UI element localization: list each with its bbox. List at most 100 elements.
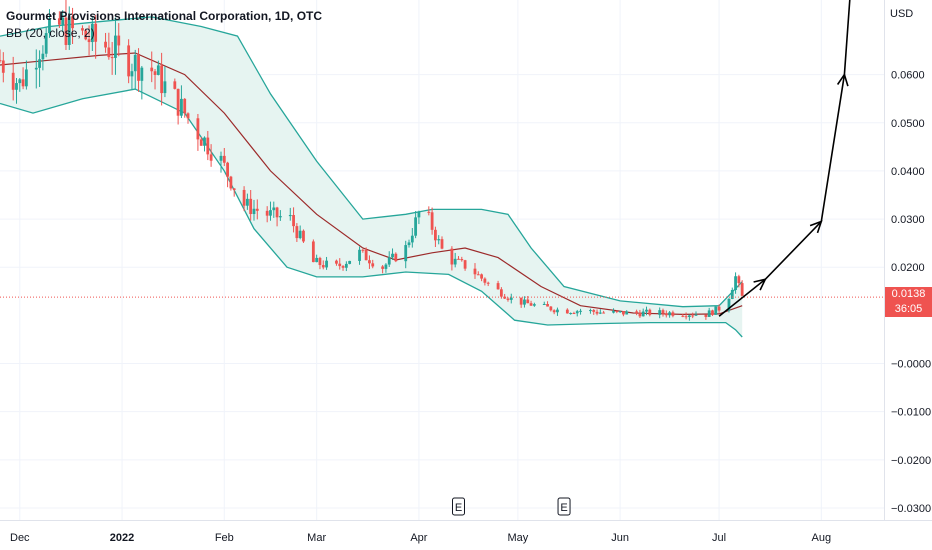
candle-body xyxy=(130,71,134,77)
candle-body xyxy=(473,268,477,275)
candle-body xyxy=(394,253,398,262)
candle-body xyxy=(41,53,45,60)
candle-body xyxy=(575,311,579,314)
candle-body xyxy=(711,310,714,315)
candle-body xyxy=(440,239,444,249)
currency-label: USD xyxy=(890,8,913,20)
candle-body xyxy=(269,210,272,216)
candle-body xyxy=(110,57,114,59)
candle-body xyxy=(209,154,213,161)
candle-body xyxy=(595,311,599,314)
candle-body xyxy=(315,257,319,263)
candle-body xyxy=(173,81,177,89)
candle-body xyxy=(598,312,602,314)
candle-body xyxy=(57,18,61,25)
candle-body xyxy=(183,98,187,114)
candle-body xyxy=(163,81,167,94)
candle-body xyxy=(661,310,665,314)
candle-body xyxy=(592,310,596,312)
candle-body xyxy=(150,67,154,72)
price-axis[interactable]: 0.0600 0.0500 0.0400 0.0300 0.0200 −0.0000 −0.… xyxy=(891,70,931,515)
time-tick-label: Jun xyxy=(611,532,629,544)
candle-body xyxy=(526,299,530,304)
candle-body xyxy=(203,137,206,146)
candle-body xyxy=(671,312,675,316)
last-price-value: 0.0138 xyxy=(891,288,926,301)
candle-body xyxy=(658,310,662,315)
candle-body xyxy=(681,315,685,317)
candle-body xyxy=(295,226,299,239)
candle-body xyxy=(734,276,737,290)
candle-body xyxy=(133,54,137,72)
price-tick-label: −0.0300 xyxy=(891,503,931,515)
candle-body xyxy=(407,242,411,246)
candle-body xyxy=(255,208,259,211)
candle-body xyxy=(457,258,460,260)
candle-body xyxy=(579,310,582,312)
arrow-head xyxy=(809,220,823,234)
price-tick-label: −0.0000 xyxy=(891,359,931,371)
candle-body xyxy=(486,282,490,284)
candle-body xyxy=(81,28,84,31)
candle-body xyxy=(410,235,414,243)
candle-body xyxy=(694,314,698,316)
candle-body xyxy=(714,306,718,315)
candle-body xyxy=(272,207,276,211)
candle-body xyxy=(232,188,236,190)
indicator-label[interactable]: BB (20, close, 2) xyxy=(6,26,95,40)
time-tick-label: Jul xyxy=(712,532,726,544)
candle-body xyxy=(48,18,51,34)
bollinger-lower-band xyxy=(0,88,743,338)
candle-body xyxy=(387,257,391,265)
candle-body xyxy=(417,211,421,218)
earnings-marker[interactable]: E xyxy=(451,497,465,516)
candle-body xyxy=(434,229,437,241)
candle-body xyxy=(453,258,457,265)
candle-body xyxy=(245,198,249,206)
time-tick-label: 2022 xyxy=(110,532,134,544)
candle-body xyxy=(44,33,48,54)
candle-body xyxy=(641,311,645,317)
candle-body xyxy=(206,137,210,155)
candle-body xyxy=(358,249,361,261)
price-tick-label: 0.0500 xyxy=(891,118,925,130)
candle-body xyxy=(602,312,606,314)
candle-body xyxy=(612,311,615,313)
candle-body xyxy=(572,313,576,315)
earnings-marker[interactable]: E xyxy=(557,497,571,516)
candle-body xyxy=(335,260,338,264)
candle-body xyxy=(549,306,553,311)
candle-body xyxy=(24,69,28,87)
candle-body xyxy=(21,79,25,87)
candle-body xyxy=(15,83,18,90)
candle-body xyxy=(565,309,569,314)
candle-body xyxy=(635,311,639,313)
candle-body xyxy=(90,23,94,43)
candle-body xyxy=(476,274,480,276)
price-tick-label: 0.0200 xyxy=(891,262,925,274)
candle-body xyxy=(137,54,140,81)
candle-body xyxy=(61,17,65,25)
candle-body xyxy=(302,230,305,242)
candle-body xyxy=(67,16,71,45)
candle-body xyxy=(160,65,164,94)
candle-body xyxy=(219,155,223,161)
time-axis[interactable]: Dec 2022 Feb Mar Apr May Jun Jul Aug xyxy=(10,532,831,544)
candle-body xyxy=(427,211,431,213)
candle-body xyxy=(684,316,688,318)
last-price-tag: 0.0138 36:05 xyxy=(885,287,932,318)
time-tick-label: Dec xyxy=(10,532,30,544)
candle-body xyxy=(242,189,246,206)
candle-body xyxy=(704,314,708,317)
candle-body xyxy=(292,215,295,227)
candle-body xyxy=(430,212,434,230)
price-tick-label: 0.0600 xyxy=(891,70,925,82)
candle-body xyxy=(265,210,269,216)
candle-body xyxy=(278,216,282,218)
arrow-heads xyxy=(753,72,849,291)
candle-body xyxy=(176,88,180,116)
bollinger-band-fill xyxy=(0,16,743,338)
earnings-marker-label: E xyxy=(455,502,462,514)
candle-body xyxy=(645,309,648,312)
